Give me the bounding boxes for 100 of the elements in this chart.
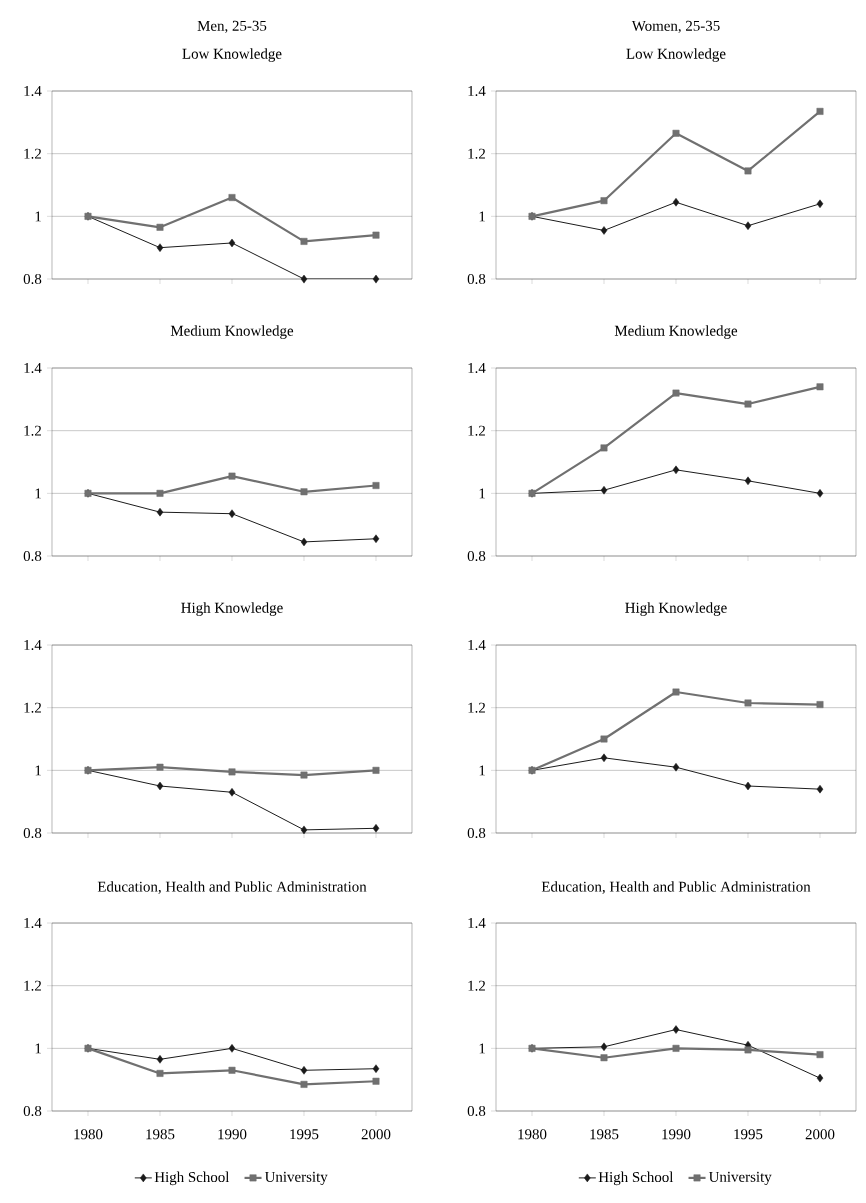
x-tick-label: 2000 xyxy=(805,1129,835,1140)
y-tick-label: 1.2 xyxy=(24,425,41,436)
point xyxy=(372,824,380,833)
y-tick-label: 0.8 xyxy=(23,827,42,839)
y-tick-label: 1.2 xyxy=(468,702,485,713)
point xyxy=(300,488,308,496)
legend-label: High School xyxy=(154,1171,230,1186)
point xyxy=(228,1044,236,1053)
x-tick-label: 2000 xyxy=(361,1129,391,1140)
chart-title: Medium Knowledge xyxy=(170,325,294,339)
point xyxy=(156,507,164,517)
point xyxy=(600,197,608,205)
point xyxy=(672,198,680,207)
point xyxy=(672,389,680,397)
legend-label: High School xyxy=(598,1171,674,1186)
point xyxy=(372,482,380,489)
y-tick-label: 1.2 xyxy=(468,425,485,436)
point xyxy=(300,237,308,245)
point xyxy=(156,489,164,497)
point xyxy=(672,762,680,772)
point xyxy=(816,1073,824,1083)
x-tick-label: 1990 xyxy=(662,1129,691,1140)
point xyxy=(300,771,308,779)
y-tick-label: 1 xyxy=(35,1043,41,1054)
chart-title: Women, 25-35 xyxy=(631,20,720,33)
point xyxy=(372,1064,380,1073)
chart-title: High Knowledge xyxy=(181,602,283,616)
x-tick-label: 1990 xyxy=(218,1129,247,1140)
x-tick-label: 1985 xyxy=(146,1129,175,1140)
point xyxy=(156,763,164,771)
point xyxy=(300,1080,308,1088)
x-tick-label: 1995 xyxy=(734,1129,763,1140)
point xyxy=(744,167,752,175)
point xyxy=(672,129,680,137)
y-tick-label: 1.4 xyxy=(24,362,42,374)
chart-title: Education, Health and Public Administration xyxy=(97,881,367,894)
point xyxy=(228,1066,236,1074)
point xyxy=(600,226,608,235)
point xyxy=(816,1051,824,1059)
point xyxy=(744,781,752,791)
y-tick-label: 1.2 xyxy=(24,980,41,991)
x-tick-label: 1980 xyxy=(74,1129,103,1140)
chart-title: High Knowledge xyxy=(625,602,727,616)
chart-subtitle: Low Knowledge xyxy=(182,48,282,62)
legend-label: University xyxy=(708,1171,772,1185)
point xyxy=(744,400,752,408)
y-tick-label: 1 xyxy=(479,765,485,776)
y-tick-label: 1 xyxy=(479,211,485,222)
y-tick-label: 1.2 xyxy=(24,702,41,713)
point xyxy=(372,766,380,774)
point xyxy=(600,735,608,743)
y-tick-label: 1 xyxy=(35,488,41,499)
point xyxy=(744,699,752,707)
point xyxy=(672,688,680,696)
y-tick-label: 0.8 xyxy=(23,273,42,285)
point xyxy=(156,243,164,252)
point xyxy=(300,1066,308,1075)
y-tick-label: 1.2 xyxy=(24,148,41,159)
y-tick-label: 1 xyxy=(479,1043,485,1054)
point xyxy=(816,489,824,498)
x-tick-label: 1980 xyxy=(518,1129,547,1140)
y-tick-label: 1.4 xyxy=(468,917,486,929)
point xyxy=(156,223,164,231)
point xyxy=(372,274,380,284)
y-tick-label: 0.8 xyxy=(23,550,42,562)
y-tick-label: 1.4 xyxy=(24,917,42,929)
point xyxy=(156,781,164,791)
point xyxy=(600,1042,608,1052)
point xyxy=(156,1055,164,1064)
chart-subtitle: Low Knowledge xyxy=(626,48,726,62)
y-tick-label: 1 xyxy=(35,211,41,222)
point xyxy=(228,509,236,518)
y-tick-label: 1.4 xyxy=(468,362,486,374)
point xyxy=(816,701,824,708)
y-tick-label: 1.2 xyxy=(468,148,485,159)
chart-title: Men, 25-35 xyxy=(197,20,267,33)
point xyxy=(816,107,824,115)
point xyxy=(744,1046,752,1054)
point xyxy=(816,383,824,391)
point xyxy=(600,485,608,495)
point xyxy=(672,1025,680,1034)
point xyxy=(600,1054,608,1062)
y-tick-label: 1 xyxy=(479,488,485,499)
point xyxy=(300,825,308,835)
point xyxy=(600,753,608,763)
x-tick-label: 1995 xyxy=(290,1129,319,1140)
point xyxy=(372,534,380,544)
point xyxy=(156,1069,164,1077)
point xyxy=(744,221,752,230)
point xyxy=(600,444,608,452)
y-tick-label: 0.8 xyxy=(467,827,486,839)
y-tick-label: 1.4 xyxy=(468,85,486,97)
point xyxy=(228,238,236,248)
point xyxy=(228,472,236,480)
y-tick-label: 0.8 xyxy=(467,273,486,285)
legend-label: University xyxy=(264,1171,328,1185)
chart-title: Medium Knowledge xyxy=(614,325,738,339)
chart-title: Education, Health and Public Administration xyxy=(541,881,811,894)
y-tick-label: 0.8 xyxy=(23,1105,42,1117)
y-tick-label: 0.8 xyxy=(467,550,486,562)
